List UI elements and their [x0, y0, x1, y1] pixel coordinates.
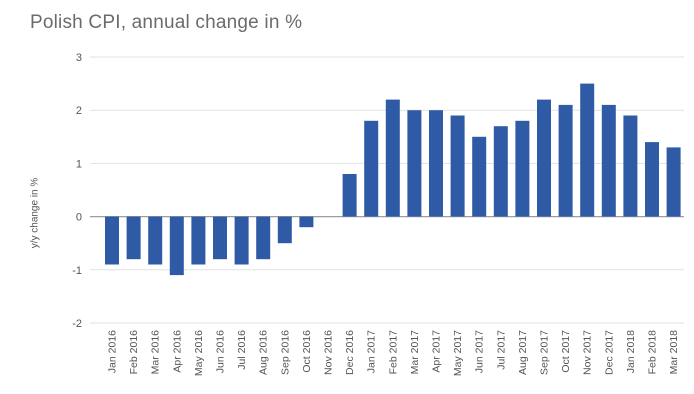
bar — [558, 104, 573, 217]
chart-title: Polish CPI, annual change in % — [30, 12, 303, 33]
bar — [256, 216, 271, 260]
bar — [601, 104, 616, 217]
x-tick-label: Mar 2017 — [409, 330, 421, 375]
x-tick-label: Jan 2016 — [107, 330, 119, 373]
x-tick-label: May 2017 — [452, 330, 464, 376]
bars — [105, 83, 681, 276]
bar — [580, 83, 595, 217]
x-tick-label: Feb 2016 — [128, 330, 140, 375]
bar — [277, 216, 292, 244]
x-tick-label: Jun 2016 — [215, 330, 227, 373]
x-tick-label: Nov 2017 — [582, 330, 594, 375]
bar — [450, 115, 465, 217]
x-tick-label: Nov 2016 — [323, 330, 335, 375]
bar — [472, 136, 487, 217]
bar — [126, 216, 141, 260]
x-tick-label: Jun 2017 — [474, 330, 486, 373]
x-tick-label: Jan 2018 — [625, 330, 637, 373]
bar — [429, 110, 443, 217]
bar — [169, 216, 184, 276]
bar — [645, 142, 659, 217]
y-tick-label: 2 — [76, 105, 82, 117]
x-tick-label: Dec 2016 — [344, 330, 356, 375]
x-tick-label: Sep 2017 — [539, 330, 551, 375]
bar — [148, 216, 163, 265]
x-tick-label: May 2016 — [193, 330, 205, 376]
bar — [299, 216, 314, 228]
bar — [666, 147, 681, 217]
x-tick-labels: Jan 2016 Feb 2016 Mar 2016 Apr 2016 May 2016… — [107, 330, 681, 376]
x-tick-label: Aug 2017 — [517, 330, 529, 375]
y-tick-label: 3 — [76, 52, 82, 64]
bar — [385, 99, 400, 217]
x-tick-label: Jan 2017 — [366, 330, 378, 373]
x-tick-label: Oct 2016 — [301, 330, 313, 373]
bar — [342, 174, 357, 217]
x-tick-label: Jul 2016 — [236, 330, 248, 370]
x-tick-label: Feb 2017 — [387, 330, 399, 375]
bar — [537, 99, 551, 217]
y-tick-label: -2 — [72, 318, 82, 330]
x-tick-label: Sep 2016 — [279, 330, 291, 375]
y-tick-labels: 3 2 1 0 -1 -2 — [72, 52, 82, 330]
y-tick-label: 0 — [76, 212, 82, 224]
x-tick-label: Mar 2016 — [150, 330, 162, 375]
x-tick-label: Oct 2017 — [560, 330, 572, 373]
bar — [493, 126, 508, 217]
x-tick-label: Aug 2016 — [258, 330, 270, 375]
y-tick-label: -1 — [72, 265, 82, 277]
x-tick-label: Feb 2018 — [647, 330, 659, 375]
bar — [623, 115, 638, 217]
x-tick-label: Jul 2017 — [495, 330, 507, 370]
x-tick-label: Mar 2018 — [668, 330, 680, 375]
bar — [105, 216, 119, 265]
y-tick-label: 1 — [76, 158, 82, 170]
x-tick-label: Apr 2017 — [431, 330, 443, 373]
bar — [191, 216, 206, 265]
bar — [515, 120, 530, 217]
bar — [407, 110, 422, 217]
bar — [364, 120, 379, 217]
x-tick-label: Apr 2016 — [171, 330, 183, 373]
bar — [213, 216, 227, 260]
bar — [234, 216, 249, 265]
x-tick-label: Dec 2017 — [603, 330, 615, 375]
